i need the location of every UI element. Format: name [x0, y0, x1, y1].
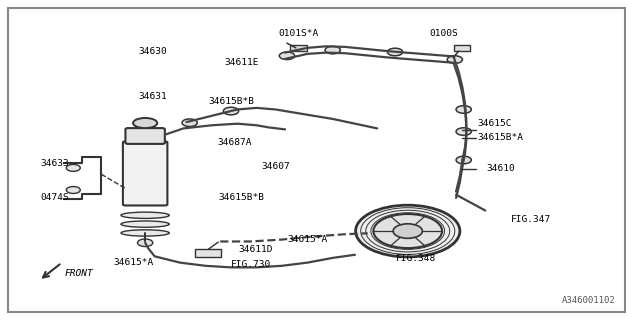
- FancyBboxPatch shape: [290, 45, 307, 51]
- Text: 34610: 34610: [486, 164, 515, 173]
- Ellipse shape: [121, 212, 170, 219]
- Text: A346001102: A346001102: [562, 296, 616, 305]
- Text: 34615B*B: 34615B*B: [209, 97, 255, 106]
- Circle shape: [373, 214, 442, 248]
- Circle shape: [279, 52, 294, 60]
- Circle shape: [456, 156, 471, 164]
- Text: FIG.730: FIG.730: [231, 260, 271, 269]
- Ellipse shape: [133, 118, 157, 128]
- Text: 34615*A: 34615*A: [113, 258, 154, 267]
- Text: FRONT: FRONT: [65, 269, 93, 278]
- Circle shape: [325, 46, 340, 54]
- Circle shape: [456, 106, 471, 113]
- FancyBboxPatch shape: [195, 249, 221, 257]
- Circle shape: [67, 164, 80, 172]
- Circle shape: [456, 128, 471, 135]
- Text: 0101S*A: 0101S*A: [278, 29, 319, 38]
- Text: FIG.347: FIG.347: [511, 215, 551, 224]
- Text: 34615B*B: 34615B*B: [218, 193, 264, 203]
- Circle shape: [67, 187, 80, 194]
- Text: 34611D: 34611D: [239, 244, 273, 253]
- Text: 0100S: 0100S: [429, 29, 458, 38]
- Text: 34611E: 34611E: [225, 58, 259, 67]
- Text: FIG.348: FIG.348: [396, 254, 436, 263]
- Text: 34615B*A: 34615B*A: [477, 133, 524, 142]
- FancyBboxPatch shape: [123, 141, 168, 205]
- FancyBboxPatch shape: [125, 128, 165, 144]
- Circle shape: [223, 107, 239, 115]
- Text: 34615C: 34615C: [477, 119, 512, 128]
- Ellipse shape: [121, 221, 170, 227]
- Circle shape: [356, 205, 460, 257]
- Ellipse shape: [121, 230, 170, 236]
- Circle shape: [387, 48, 403, 56]
- Text: 34633: 34633: [40, 159, 69, 168]
- Circle shape: [138, 239, 153, 246]
- Text: 34687A: 34687A: [217, 138, 252, 147]
- FancyBboxPatch shape: [454, 45, 470, 51]
- Circle shape: [447, 56, 463, 63]
- Text: 0474S: 0474S: [40, 193, 69, 203]
- Circle shape: [182, 119, 197, 126]
- Circle shape: [393, 224, 422, 238]
- Text: 34630: 34630: [139, 46, 168, 56]
- Text: 34631: 34631: [139, 92, 168, 101]
- Text: 34615*A: 34615*A: [287, 235, 327, 244]
- Text: 34607: 34607: [262, 163, 291, 172]
